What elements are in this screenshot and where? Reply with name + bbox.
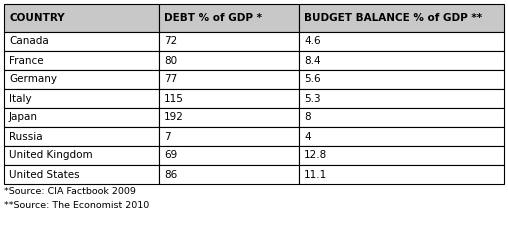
Text: *Source: CIA Factbook 2009: *Source: CIA Factbook 2009 [4, 187, 136, 196]
Text: DEBT % of GDP *: DEBT % of GDP * [164, 13, 262, 23]
Bar [159, 127, 299, 146]
Text: 7: 7 [164, 131, 171, 141]
Bar [4, 146, 159, 165]
Text: Japan: Japan [9, 113, 38, 123]
Text: Italy: Italy [9, 94, 31, 104]
Text: 192: 192 [164, 113, 184, 123]
Text: 80: 80 [164, 56, 177, 65]
Text: 69: 69 [164, 150, 177, 161]
Text: 11.1: 11.1 [304, 170, 327, 180]
Bar [299, 4, 504, 32]
Bar [159, 51, 299, 70]
Bar [159, 70, 299, 89]
Text: United Kingdom: United Kingdom [9, 150, 92, 161]
Text: 72: 72 [164, 37, 177, 47]
Bar [159, 89, 299, 108]
Bar [159, 108, 299, 127]
Text: 8: 8 [304, 113, 310, 123]
Text: COUNTRY: COUNTRY [9, 13, 65, 23]
Bar [299, 32, 504, 51]
Bar [4, 127, 159, 146]
Bar [4, 32, 159, 51]
Bar [4, 4, 159, 32]
Bar [299, 70, 504, 89]
Text: 12.8: 12.8 [304, 150, 327, 161]
Bar [4, 165, 159, 184]
Text: United States: United States [9, 170, 80, 180]
Text: BUDGET BALANCE % of GDP **: BUDGET BALANCE % of GDP ** [304, 13, 482, 23]
Bar [299, 89, 504, 108]
Text: 115: 115 [164, 94, 184, 104]
Text: 4.6: 4.6 [304, 37, 321, 47]
Text: Russia: Russia [9, 131, 43, 141]
Bar [159, 165, 299, 184]
Text: 5.6: 5.6 [304, 74, 321, 84]
Text: 8.4: 8.4 [304, 56, 321, 65]
Text: 5.3: 5.3 [304, 94, 321, 104]
Bar [4, 89, 159, 108]
Text: Canada: Canada [9, 37, 49, 47]
Bar [4, 70, 159, 89]
Bar [159, 146, 299, 165]
Text: 4: 4 [304, 131, 310, 141]
Text: Germany: Germany [9, 74, 57, 84]
Bar [159, 4, 299, 32]
Bar [299, 108, 504, 127]
Bar [159, 32, 299, 51]
Bar [299, 165, 504, 184]
Bar [4, 51, 159, 70]
Bar [4, 108, 159, 127]
Bar [299, 127, 504, 146]
Text: France: France [9, 56, 44, 65]
Text: 86: 86 [164, 170, 177, 180]
Bar [299, 146, 504, 165]
Bar [299, 51, 504, 70]
Text: **Source: The Economist 2010: **Source: The Economist 2010 [4, 201, 149, 210]
Text: 77: 77 [164, 74, 177, 84]
